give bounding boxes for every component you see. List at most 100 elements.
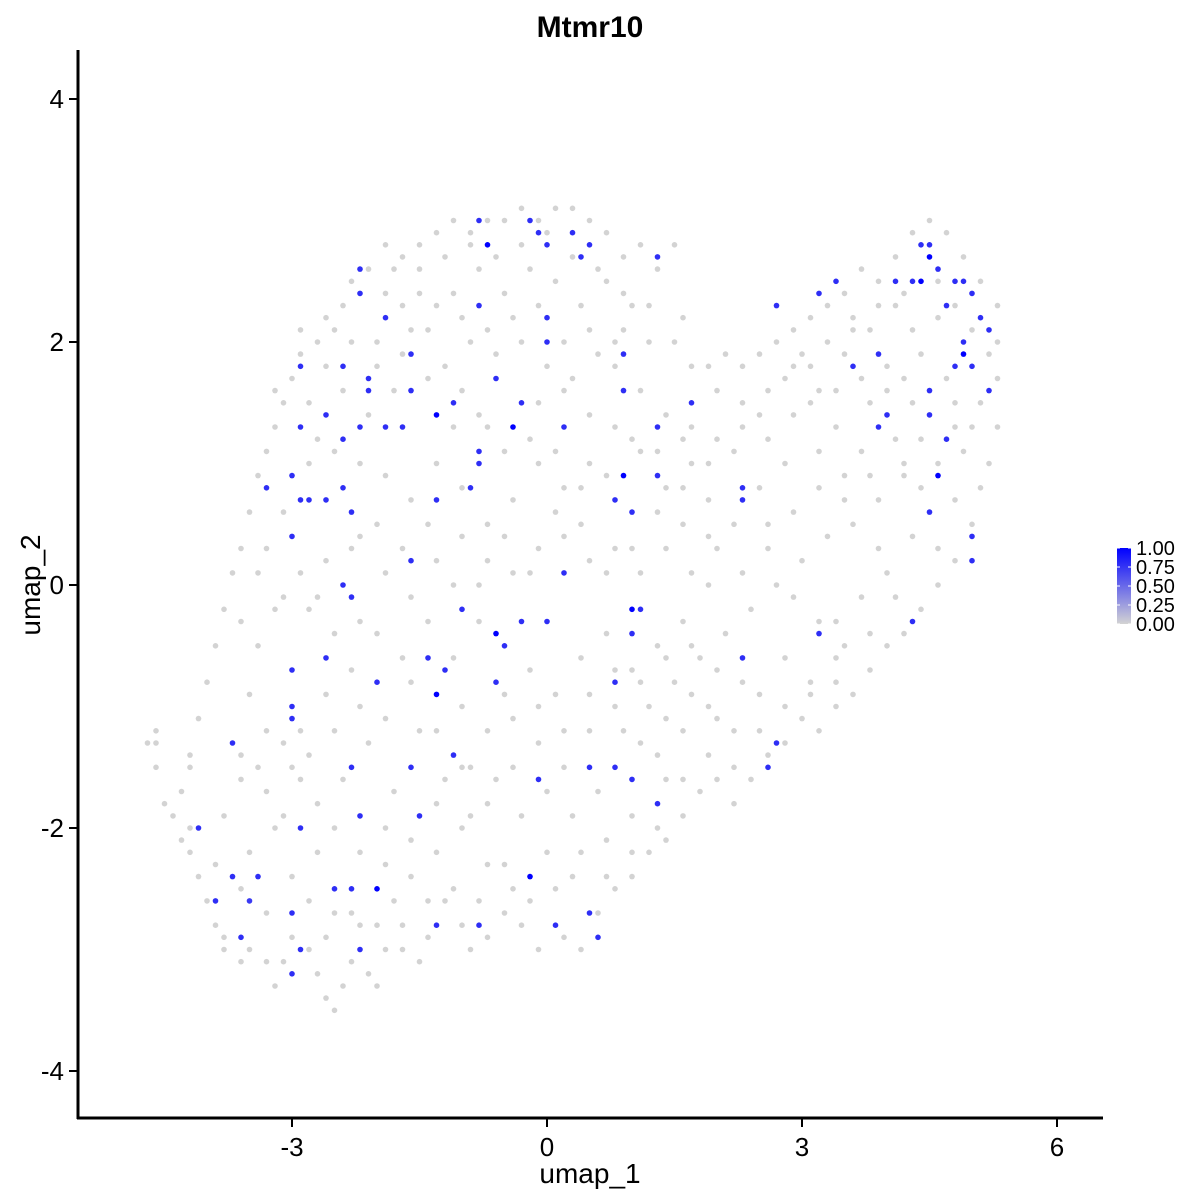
data-point: [901, 472, 907, 479]
data-point: [450, 752, 457, 758]
data-point: [782, 460, 788, 467]
data-point: [816, 485, 822, 491]
data-point: [391, 387, 397, 394]
data-point: [263, 910, 270, 916]
data-point: [569, 205, 576, 212]
data-point: [433, 412, 440, 418]
data-point: [289, 910, 295, 916]
legend-label: 1.00: [1136, 538, 1175, 560]
data-point: [773, 740, 780, 746]
data-point: [459, 922, 465, 928]
data-point: [748, 606, 754, 613]
data-point: [595, 788, 601, 795]
data-point: [459, 533, 465, 540]
data-point: [535, 776, 542, 783]
data-point: [629, 667, 635, 673]
data-point: [238, 958, 244, 965]
data-point: [289, 764, 295, 771]
data-point: [578, 655, 584, 661]
data-point: [391, 266, 397, 272]
data-point: [459, 485, 465, 491]
data-point: [603, 630, 610, 637]
data-point: [688, 570, 695, 576]
data-point: [348, 958, 355, 965]
x-tick-label: 6: [1050, 1132, 1064, 1162]
data-point: [263, 958, 270, 965]
data-point: [416, 958, 423, 965]
data-point: [297, 351, 304, 357]
data-point: [935, 266, 941, 272]
data-point: [297, 424, 304, 430]
data-point: [824, 339, 831, 345]
data-point: [484, 424, 491, 430]
data-point: [323, 655, 329, 661]
data-point: [977, 314, 984, 321]
data-point: [773, 582, 780, 588]
data-point: [765, 436, 771, 443]
data-point: [365, 266, 372, 272]
data-point: [595, 266, 601, 272]
data-point: [527, 266, 533, 272]
data-point: [629, 302, 635, 309]
data-point: [272, 424, 278, 430]
data-point: [408, 837, 414, 843]
data-point: [416, 813, 423, 819]
data-point: [620, 254, 627, 260]
data-point: [612, 667, 618, 673]
data-point: [595, 910, 601, 916]
data-point: [688, 460, 695, 467]
x-tick-label: -3: [280, 1132, 303, 1162]
data-point: [476, 217, 482, 224]
data-point: [748, 776, 754, 783]
data-point: [399, 424, 406, 430]
data-point: [450, 424, 457, 430]
data-point: [459, 606, 465, 613]
data-point: [408, 873, 414, 880]
data-point: [518, 813, 525, 819]
data-point: [365, 387, 372, 394]
data-point: [909, 278, 916, 285]
data-point: [926, 509, 933, 515]
data-point: [807, 363, 814, 370]
data-point: [552, 278, 559, 285]
data-point: [952, 302, 958, 309]
data-point: [569, 813, 576, 819]
data-point: [501, 448, 508, 455]
data-point: [901, 375, 907, 382]
data-point: [816, 618, 822, 625]
data-point: [561, 570, 567, 576]
data-point: [552, 205, 559, 212]
data-point: [688, 424, 695, 430]
data-point: [833, 679, 839, 685]
data-point: [892, 594, 899, 600]
data-point: [476, 898, 482, 904]
data-point: [442, 667, 448, 673]
data-point: [357, 533, 363, 540]
data-point: [382, 314, 389, 321]
data-point: [340, 776, 346, 783]
data-point: [918, 242, 924, 248]
data-point: [178, 837, 185, 843]
data-point: [875, 278, 882, 285]
data-point: [280, 740, 287, 746]
data-point: [170, 813, 176, 819]
data-point: [348, 910, 355, 916]
data-point: [348, 886, 355, 892]
data-point: [187, 752, 193, 758]
data-point: [552, 448, 559, 455]
data-point: [527, 217, 533, 224]
data-point: [969, 290, 975, 297]
data-point: [595, 934, 601, 941]
data-point: [450, 217, 457, 224]
data-point: [671, 679, 678, 685]
data-point: [357, 460, 363, 467]
data-point: [416, 266, 423, 272]
data-point: [875, 302, 882, 309]
data-point: [272, 983, 278, 989]
data-point: [144, 740, 151, 746]
data-point: [348, 594, 355, 600]
data-point: [399, 302, 406, 309]
data-point: [960, 254, 967, 260]
data-point: [425, 327, 431, 333]
data-point: [408, 387, 414, 394]
